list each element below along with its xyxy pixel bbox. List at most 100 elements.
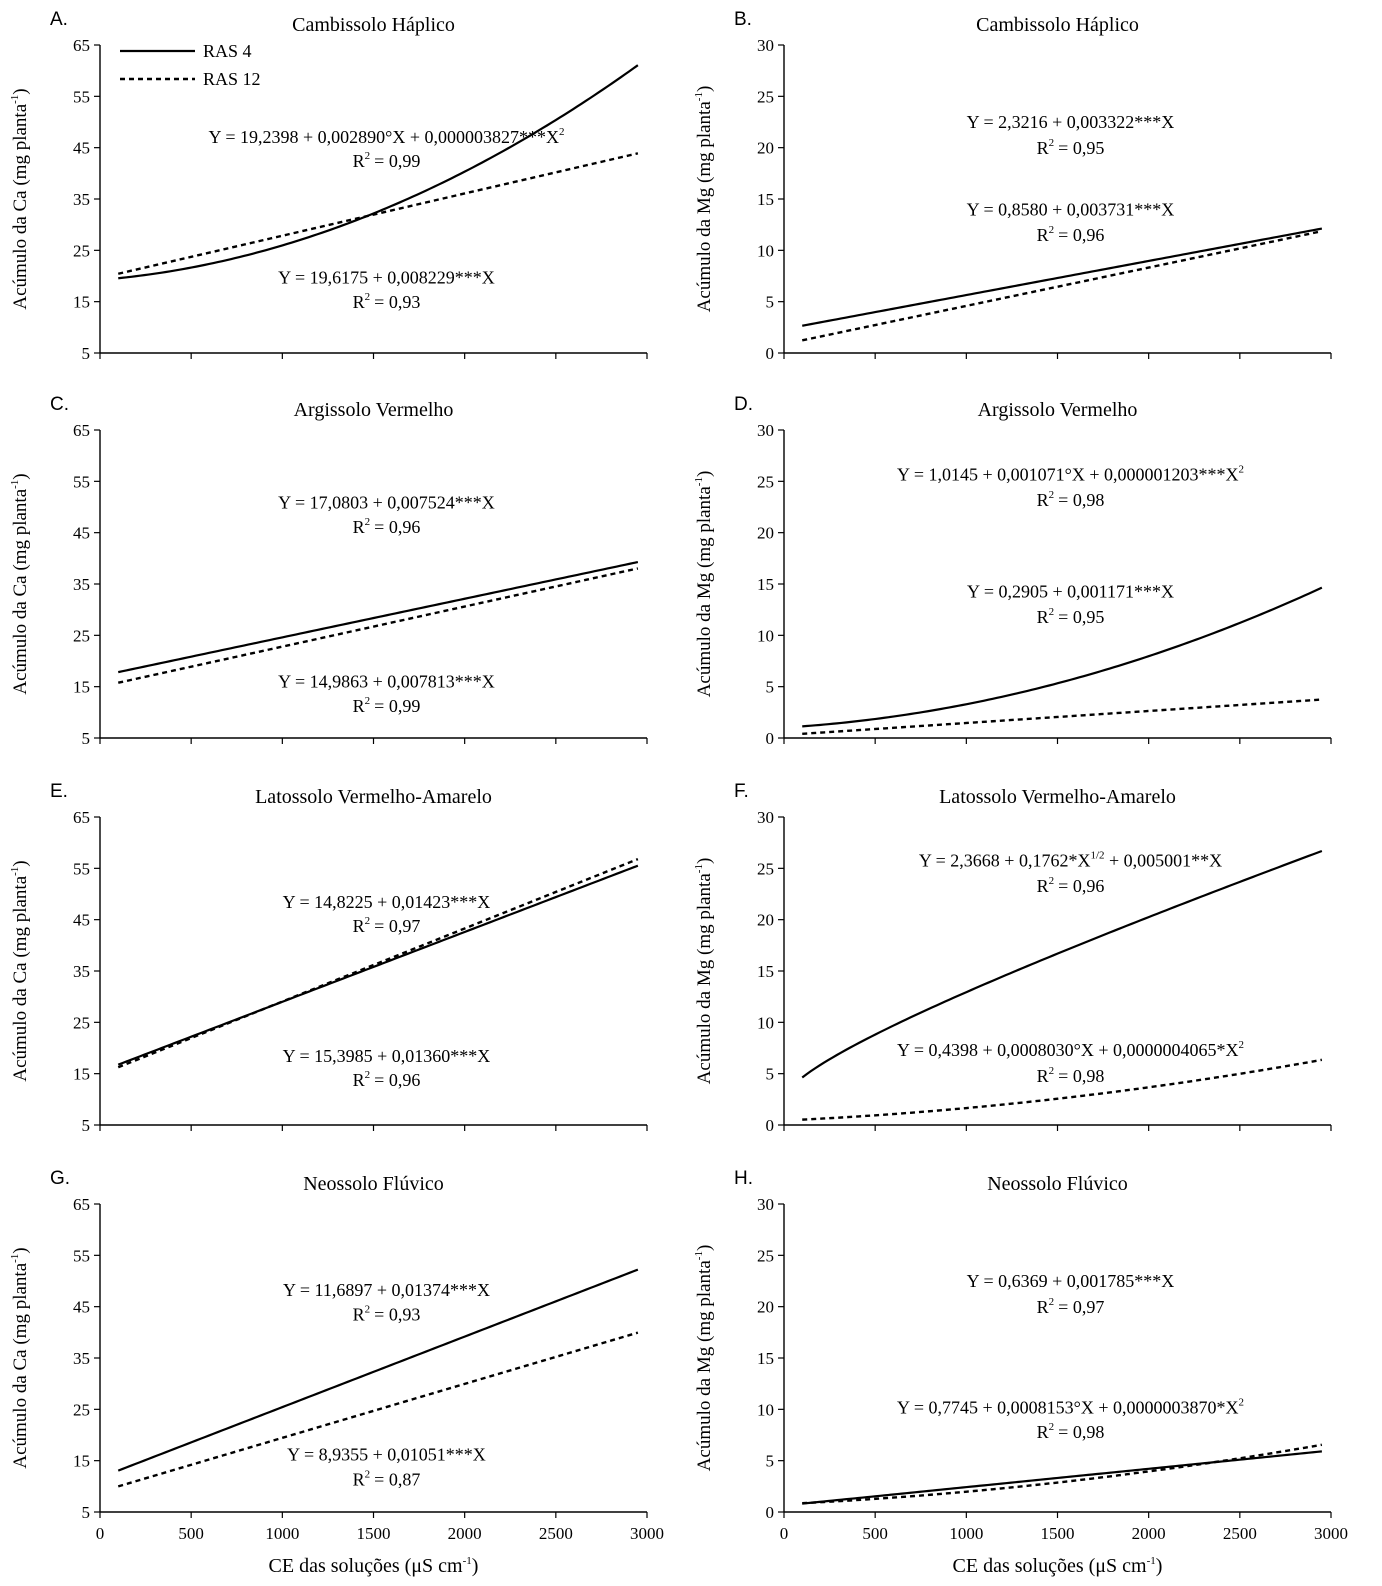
y-axis-label-sup: -1 — [693, 1251, 705, 1260]
series-line-ras12 — [117, 1331, 639, 1488]
x-tick-label: 500 — [862, 1524, 888, 1543]
r-squared: R2 = 0,95 — [1037, 606, 1105, 627]
equation-text: Y = 0,7745 + 0,0008153°X + 0,0000003870*… — [897, 1397, 1238, 1417]
y-axis-label: Acúmulo da Ca (mg planta-1) — [9, 860, 31, 1081]
equation-text: Y = 0,2905 + 0,001171***X — [967, 581, 1174, 601]
r-squared-exponent: 2 — [1049, 137, 1055, 149]
r-squared-symbol: R — [1037, 876, 1049, 896]
y-tick-label: 30 — [757, 808, 774, 827]
panel-letter: H. — [734, 1168, 753, 1189]
panel-letter: E. — [50, 781, 68, 802]
panel-title: Cambissolo Háplico — [976, 14, 1139, 36]
regression-equation: Y = 0,6369 + 0,001785***X — [967, 1271, 1175, 1291]
y-tick-label: 15 — [757, 962, 774, 981]
y-tick-label: 55 — [73, 472, 90, 491]
y-tick-label: 65 — [73, 421, 90, 440]
regression-equation: Y = 14,9863 + 0,007813***X — [278, 672, 495, 692]
r-squared: R2 = 0,95 — [1037, 137, 1105, 158]
y-tick-label: 25 — [757, 1246, 774, 1265]
equation-text: Y = 14,8225 + 0,01423***X — [283, 892, 491, 912]
y-tick-label: 0 — [766, 344, 775, 363]
r-squared: R2 = 0,96 — [353, 516, 421, 537]
y-tick-label: 65 — [73, 36, 90, 55]
y-tick-label: 55 — [73, 1246, 90, 1265]
x-tick-label: 1500 — [1041, 1524, 1075, 1543]
panel-letter: F. — [734, 781, 749, 802]
y-tick-label: 55 — [73, 87, 90, 106]
y-axis-label-text: Acúmulo da Mg (mg planta — [694, 101, 715, 313]
r-squared-exponent: 2 — [365, 915, 371, 927]
y-tick-label: 45 — [73, 524, 90, 543]
r-squared-symbol: R — [353, 916, 365, 936]
series-line-ras12 — [117, 152, 639, 275]
y-tick-label: 5 — [82, 1503, 91, 1522]
r-squared-value: = 0,96 — [374, 1070, 420, 1090]
equation-exponent: 2 — [1238, 463, 1244, 475]
x-tick-label: 1000 — [265, 1524, 299, 1543]
series-line-ras4 — [802, 1450, 1322, 1505]
y-tick-label: 45 — [73, 139, 90, 158]
panel-b: 0 5 10 15 20 25 30 B. Cambissolo Háplico Acúmulo … — [693, 9, 1332, 363]
y-tick-label: 15 — [757, 1349, 774, 1368]
regression-equation: Y = 17,0803 + 0,007524***X — [278, 493, 495, 513]
y-tick-label: 25 — [757, 472, 774, 491]
y-axis-label: Acúmulo da Ca (mg planta-1) — [9, 1247, 31, 1468]
equation-exponent: 2 — [1238, 1396, 1244, 1408]
y-tick-label: 35 — [73, 575, 90, 594]
y-tick-label: 0 — [766, 729, 775, 748]
r-squared-exponent: 2 — [1049, 489, 1055, 501]
panel-title: Latossolo Vermelho-Amarelo — [255, 786, 492, 808]
y-axis-label-sup: -1 — [693, 92, 705, 101]
r-squared-symbol: R — [353, 1305, 365, 1325]
y-tick-label: 25 — [73, 241, 90, 260]
panel-a: 5 15 25 35 45 55 65 A. Cambissolo Háplico Acúmulo… — [9, 9, 648, 363]
y-tick-label: 65 — [73, 808, 90, 827]
y-tick-label: 25 — [73, 1013, 90, 1032]
y-tick-label: 15 — [73, 1065, 90, 1084]
series-line-ras12 — [117, 567, 639, 684]
x-axis-label-end: ) — [472, 1555, 479, 1577]
series-line-ras4 — [118, 560, 639, 674]
y-tick-label: 30 — [757, 36, 774, 55]
y-tick-label: 15 — [757, 190, 774, 209]
y-axis-label-end: ) — [694, 1245, 715, 1251]
equation-text: Y = 2,3668 + 0,1762*X — [919, 850, 1091, 870]
y-axis-label-text: Acúmulo da Ca (mg planta — [10, 103, 31, 309]
r-squared-value: = 0,98 — [1058, 1422, 1104, 1442]
y-tick-label: 5 — [82, 1116, 91, 1135]
y-tick-label: 5 — [766, 293, 775, 312]
r-squared-value: = 0,87 — [374, 1469, 420, 1489]
r-squared-value: = 0,97 — [1058, 1297, 1104, 1317]
r-squared-value: = 0,99 — [374, 151, 420, 171]
x-axis-label-text: CE das soluções (μS cm — [953, 1555, 1147, 1577]
r-squared-exponent: 2 — [1049, 1421, 1055, 1433]
r-squared-exponent: 2 — [365, 516, 371, 528]
equation-text: Y = 15,3985 + 0,01360***X — [283, 1046, 491, 1066]
y-tick-label: 5 — [82, 729, 91, 748]
r-squared-exponent: 2 — [365, 1304, 371, 1316]
x-axis-label: CE das soluções (μS cm-1) — [953, 1555, 1163, 1577]
series-line-ras4 — [117, 1268, 639, 1472]
regression-equation: Y = 19,2398 + 0,002890°X + 0,000003827**… — [209, 126, 565, 147]
equation-exponent: 1/2 — [1090, 849, 1104, 861]
r-squared: R2 = 0,97 — [1037, 1296, 1105, 1317]
y-axis-label-end: ) — [694, 858, 715, 864]
panel-title: Latossolo Vermelho-Amarelo — [939, 786, 1176, 808]
regression-equation: Y = 0,4398 + 0,0008030°X + 0,0000004065*… — [897, 1039, 1244, 1060]
r-squared-symbol: R — [1037, 490, 1049, 510]
y-tick-label: 15 — [73, 678, 90, 697]
series-line-ras4 — [118, 64, 639, 280]
panel-letter: D. — [734, 394, 753, 415]
y-tick-label: 10 — [757, 241, 774, 260]
y-axis-label-end: ) — [694, 471, 715, 477]
y-tick-label: 55 — [73, 859, 90, 878]
regression-equation: Y = 0,7745 + 0,0008153°X + 0,0000003870*… — [897, 1396, 1244, 1417]
equation-text: Y = 8,9355 + 0,01051***X — [287, 1445, 486, 1465]
regression-equation: Y = 14,8225 + 0,01423***X — [283, 892, 491, 912]
y-axis-label: Acúmulo da Mg (mg planta-1) — [693, 471, 715, 698]
x-tick-label: 3000 — [1314, 1524, 1348, 1543]
y-tick-label: 15 — [757, 575, 774, 594]
r-squared: R2 = 0,97 — [353, 915, 421, 936]
equation-text: Y = 17,0803 + 0,007524***X — [278, 493, 495, 513]
